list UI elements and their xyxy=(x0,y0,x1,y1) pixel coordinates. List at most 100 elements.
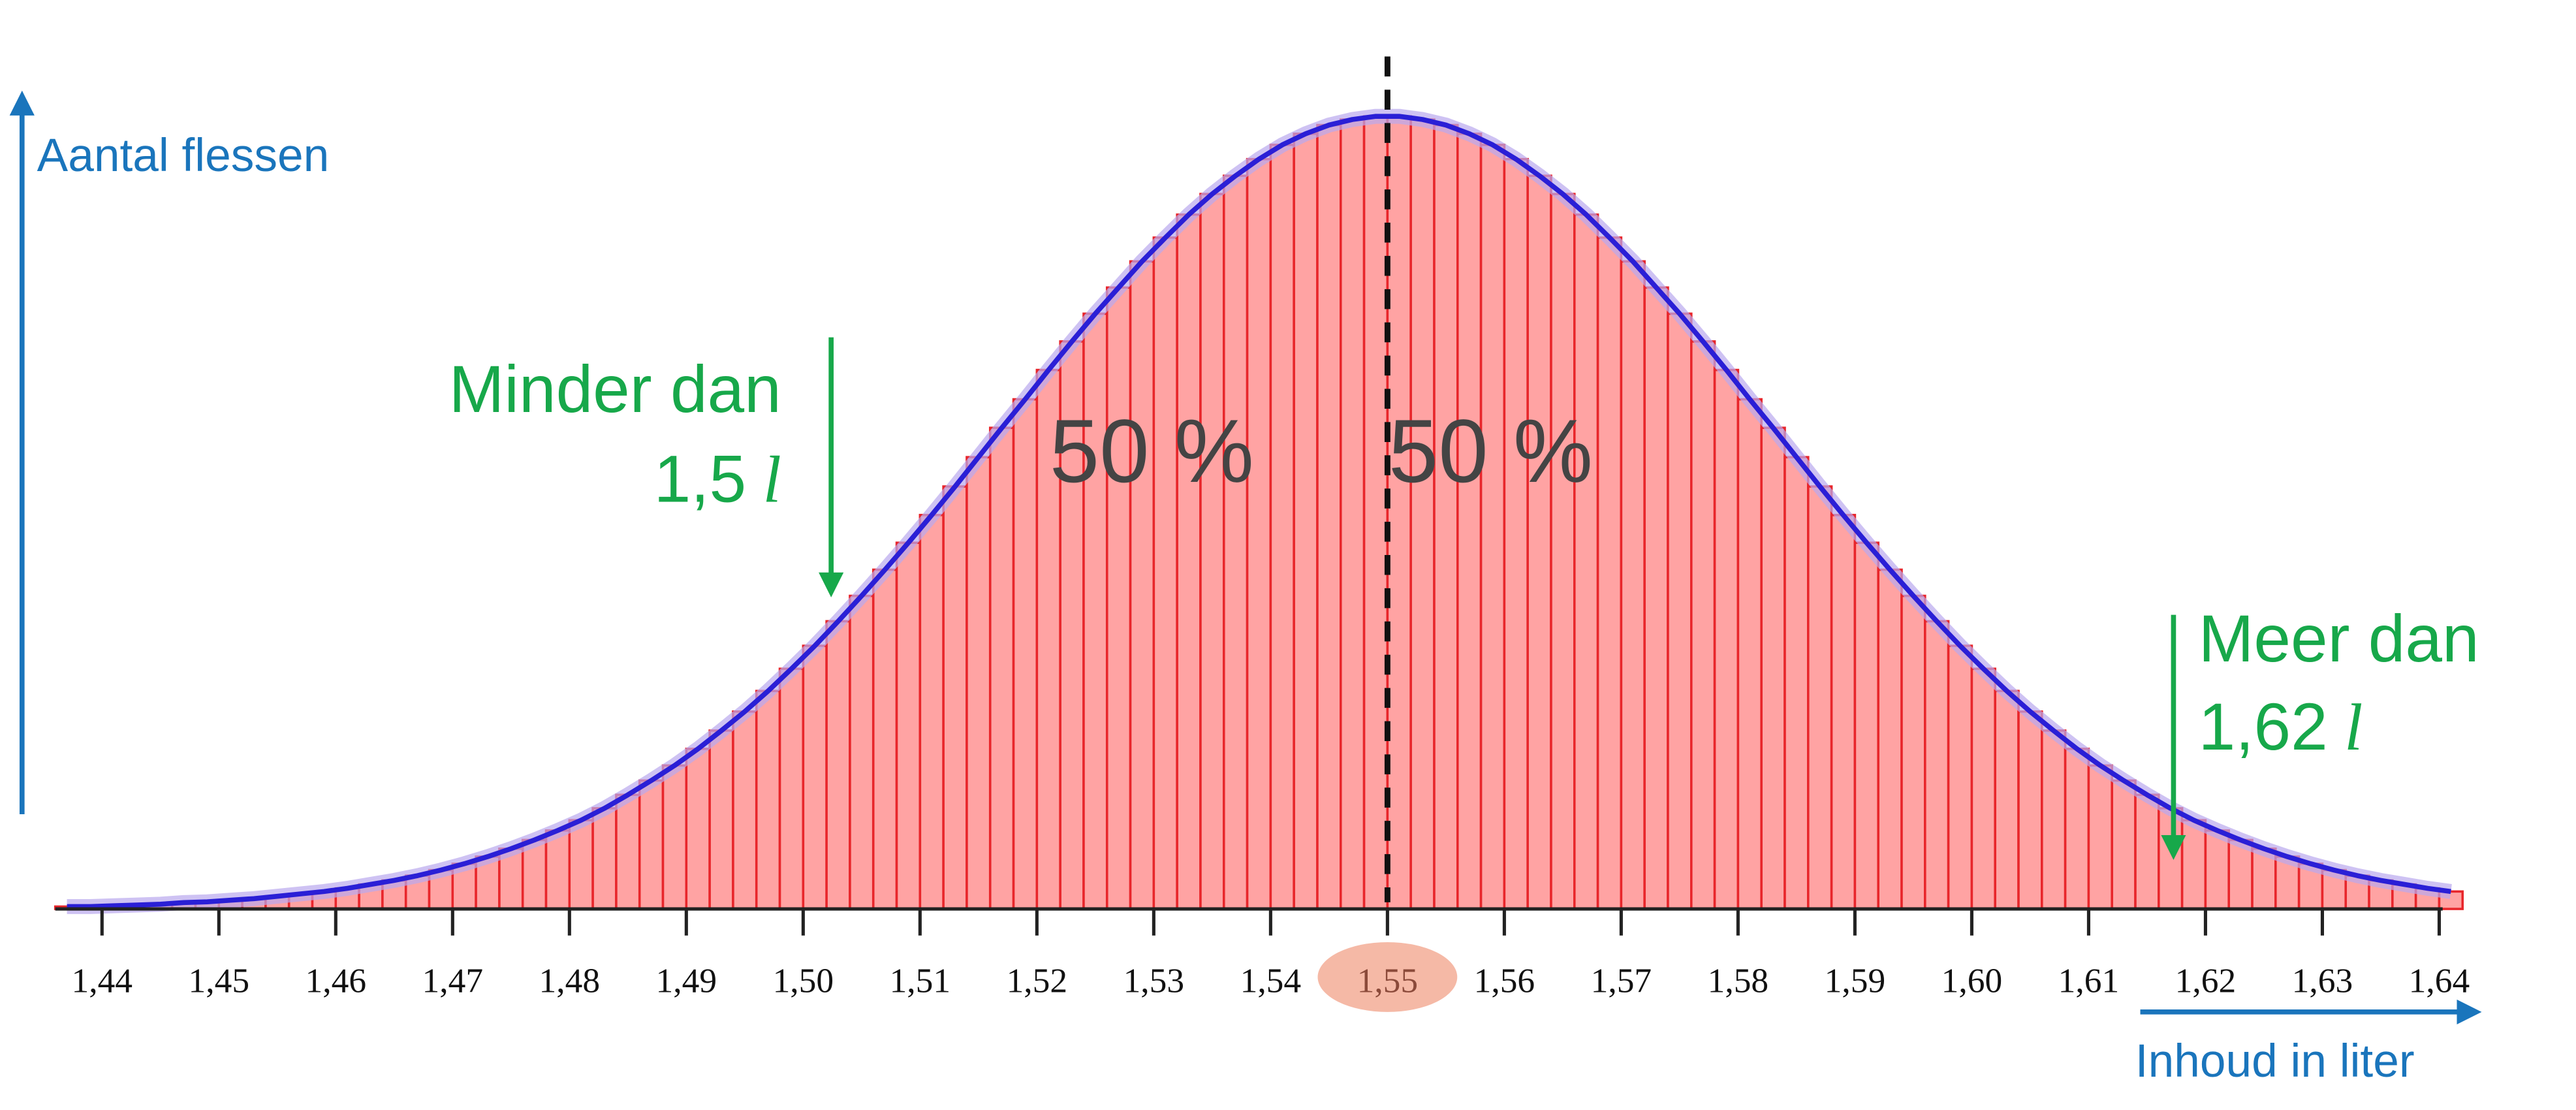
y-axis-label: Aantal flessen xyxy=(37,129,330,182)
bar xyxy=(1900,594,1926,910)
x-tick-label: 1,59 xyxy=(1825,960,1886,1000)
bar xyxy=(1807,485,1833,910)
bar xyxy=(849,594,875,910)
x-tick-label: 1,63 xyxy=(2292,960,2353,1000)
bar xyxy=(942,485,968,910)
x-tick-label: 1,46 xyxy=(306,960,367,1000)
x-tick-label: 1,48 xyxy=(539,960,601,1000)
bar xyxy=(661,764,688,910)
x-tick-label: 1,61 xyxy=(2058,960,2120,1000)
bar xyxy=(1386,115,1412,910)
bar xyxy=(1550,193,1576,910)
right-limit-unit: l xyxy=(2344,691,2363,765)
bar xyxy=(1736,398,1763,910)
bar xyxy=(1994,690,2020,910)
x-tick-label: 1,64 xyxy=(2409,960,2470,1000)
x-tick-label: 1,53 xyxy=(1123,960,1185,1000)
x-tick-label: 1,58 xyxy=(1708,960,1769,1000)
bar xyxy=(1339,118,1366,910)
bar xyxy=(1059,340,1085,910)
x-tick-label: 1,49 xyxy=(656,960,717,1000)
bar xyxy=(1269,144,1295,910)
x-axis-label: Inhoud in liter xyxy=(2135,1035,2415,1087)
bar xyxy=(1129,260,1155,910)
bar xyxy=(1620,260,1646,910)
bar xyxy=(1877,568,1903,910)
bar xyxy=(1596,236,1623,910)
bar xyxy=(1456,133,1483,910)
bar xyxy=(2064,748,2090,910)
bar xyxy=(1690,340,1716,910)
bar xyxy=(2204,829,2231,910)
bar xyxy=(638,779,665,910)
bar xyxy=(1830,513,1857,910)
x-tick-label: 1,60 xyxy=(1941,960,2003,1000)
bar xyxy=(1947,644,1973,910)
x-tick-label: 1,44 xyxy=(72,960,133,1000)
bar xyxy=(1176,213,1202,910)
left-limit: 1,5 l xyxy=(654,442,781,517)
bar xyxy=(1783,456,1810,910)
bar xyxy=(591,807,618,910)
bar xyxy=(778,667,805,910)
bar xyxy=(1105,286,1132,910)
bar xyxy=(2158,807,2184,910)
bar xyxy=(2087,764,2114,910)
x-tick-label: 1,56 xyxy=(1474,960,1535,1000)
x-tick-label: 1,45 xyxy=(189,960,250,1000)
x-tick-label: 1,50 xyxy=(773,960,834,1000)
bar xyxy=(1246,157,1272,910)
bar xyxy=(919,513,945,910)
bar xyxy=(988,426,1015,910)
bar xyxy=(1503,157,1529,910)
mean-highlight xyxy=(1317,942,1458,1012)
bar xyxy=(685,748,711,910)
bar xyxy=(1152,236,1178,910)
plot-area: 1,44 1,45 1,46 1,47 1,48 1,49 1,50 1,51 1,52 1,53… xyxy=(54,56,2470,1012)
bar xyxy=(872,568,898,910)
left-share: 50 % xyxy=(1050,402,1254,501)
bar xyxy=(802,644,828,910)
bar xyxy=(1012,398,1039,910)
bar xyxy=(1222,174,1249,910)
bar xyxy=(1853,541,1879,910)
bar xyxy=(2111,779,2137,910)
bar xyxy=(1573,213,1599,910)
bar xyxy=(1316,123,1342,910)
distribution-curve xyxy=(67,114,2451,910)
bar xyxy=(1667,312,1693,910)
bar xyxy=(1362,115,1389,910)
bar xyxy=(544,829,571,910)
x-tick-label: 1,52 xyxy=(1007,960,1068,1000)
bar xyxy=(1433,123,1459,910)
bar xyxy=(2017,710,2043,910)
bar xyxy=(1760,426,1786,910)
bar xyxy=(615,793,641,910)
bar xyxy=(2134,793,2160,910)
bar xyxy=(1526,174,1552,910)
bar xyxy=(1643,286,1669,910)
bar xyxy=(825,620,851,910)
bar xyxy=(1479,144,1506,910)
bar xyxy=(755,690,781,910)
left-annotation: Minder dan xyxy=(449,352,781,426)
x-tick-label: 1,57 xyxy=(1591,960,1652,1000)
bar xyxy=(966,456,992,910)
bar xyxy=(2041,729,2067,910)
bar xyxy=(895,541,922,910)
bar xyxy=(708,729,734,910)
x-tick-label: 1,47 xyxy=(422,960,484,1000)
bar xyxy=(1409,118,1436,910)
bar xyxy=(568,819,594,910)
right-limit-number: 1,62 xyxy=(2199,690,2328,764)
bar xyxy=(732,710,758,910)
bar xyxy=(1199,193,1225,910)
x-tick-label: 1,51 xyxy=(890,960,951,1000)
x-tick-label: 1,62 xyxy=(2175,960,2237,1000)
right-annotation: Meer dan xyxy=(2199,601,2479,676)
bar xyxy=(1713,368,1740,910)
right-limit: 1,62 l xyxy=(2199,690,2363,765)
bar xyxy=(2180,819,2207,910)
bar xyxy=(1970,667,1996,910)
